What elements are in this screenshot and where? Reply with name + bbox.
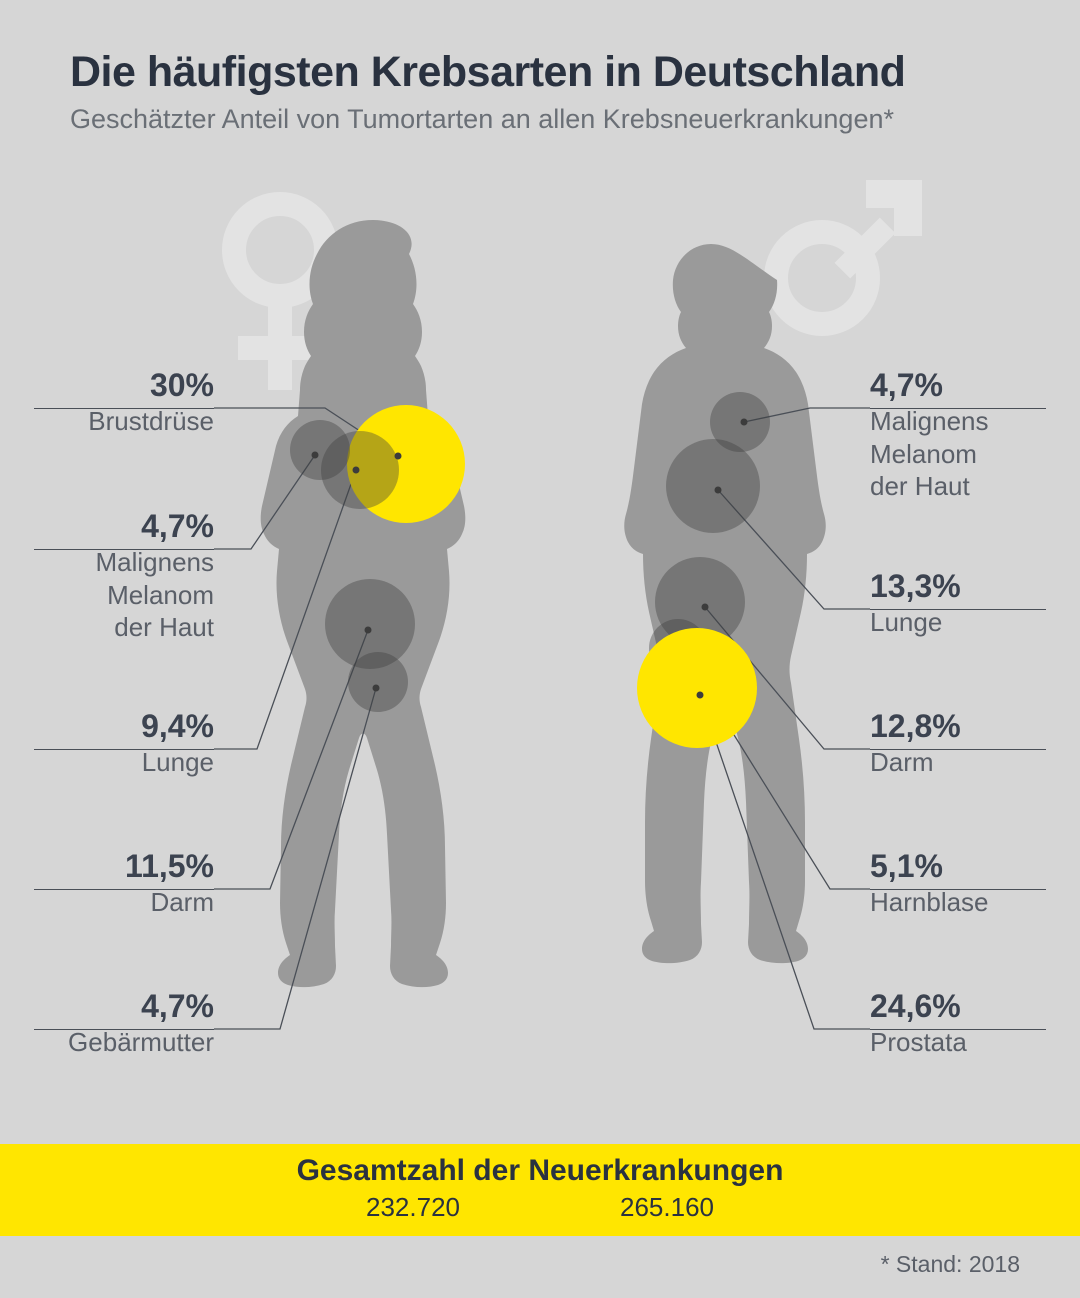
leader-dot xyxy=(741,419,748,426)
label-lunge: 13,3%Lunge xyxy=(870,566,1046,639)
totals-bar: Gesamtzahl der Neuerkrankungen 232.720 2… xyxy=(0,1144,1080,1236)
totals-female: 232.720 xyxy=(366,1192,460,1223)
totals-numbers: 232.720 265.160 xyxy=(0,1192,1080,1223)
label-percent: 12,8% xyxy=(870,706,1046,746)
figure-area: 30%Brustdrüse4,7%MalignensMelanomder Hau… xyxy=(0,150,1080,1140)
label-name: Lunge xyxy=(870,606,1046,639)
label-percent: 4,7% xyxy=(34,986,214,1026)
marker-gebärmutter xyxy=(348,652,408,712)
label-prostata: 24,6%Prostata xyxy=(870,986,1046,1059)
totals-title: Gesamtzahl der Neuerkrankungen xyxy=(0,1144,1080,1188)
label-name: Darm xyxy=(34,886,214,919)
footnote: * Stand: 2018 xyxy=(881,1251,1020,1278)
label-percent: 24,6% xyxy=(870,986,1046,1026)
infographic-canvas: Die häufigsten Krebsarten in Deutschland… xyxy=(0,0,1080,1298)
label-percent: 30% xyxy=(34,365,214,405)
marker-prostata xyxy=(637,628,757,748)
label-malignens: 4,7%MalignensMelanomder Haut xyxy=(870,365,1046,503)
label-lunge: 9,4%Lunge xyxy=(34,706,214,779)
label-name: MalignensMelanomder Haut xyxy=(34,546,214,644)
leader-dot xyxy=(373,685,380,692)
leader-dot xyxy=(702,604,709,611)
page-title: Die häufigsten Krebsarten in Deutschland xyxy=(70,48,905,97)
label-name: MalignensMelanomder Haut xyxy=(870,405,1046,503)
label-name: Lunge xyxy=(34,746,214,779)
label-darm: 11,5%Darm xyxy=(34,846,214,919)
label-percent: 5,1% xyxy=(870,846,1046,886)
leader-dot xyxy=(365,627,372,634)
label-gebärmutter: 4,7%Gebärmutter xyxy=(34,986,214,1059)
page-subtitle: Geschätzter Anteil von Tumortarten an al… xyxy=(70,104,894,135)
label-percent: 4,7% xyxy=(870,365,1046,405)
label-percent: 9,4% xyxy=(34,706,214,746)
leader-dot xyxy=(312,452,319,459)
label-percent: 4,7% xyxy=(34,506,214,546)
leader-dot xyxy=(697,692,704,699)
label-harnblase: 5,1%Harnblase xyxy=(870,846,1046,919)
label-brustdrüse: 30%Brustdrüse xyxy=(34,365,214,438)
label-name: Harnblase xyxy=(870,886,1046,919)
label-name: Brustdrüse xyxy=(34,405,214,438)
label-name: Prostata xyxy=(870,1026,1046,1059)
marker-lunge xyxy=(666,439,760,533)
leader-dot xyxy=(353,467,360,474)
label-darm: 12,8%Darm xyxy=(870,706,1046,779)
totals-male: 265.160 xyxy=(620,1192,714,1223)
label-name: Gebärmutter xyxy=(34,1026,214,1059)
label-name: Darm xyxy=(870,746,1046,779)
marker-lunge xyxy=(321,431,399,509)
label-malignens: 4,7%MalignensMelanomder Haut xyxy=(34,506,214,644)
leader-dot xyxy=(715,487,722,494)
label-percent: 11,5% xyxy=(34,846,214,886)
label-percent: 13,3% xyxy=(870,566,1046,606)
